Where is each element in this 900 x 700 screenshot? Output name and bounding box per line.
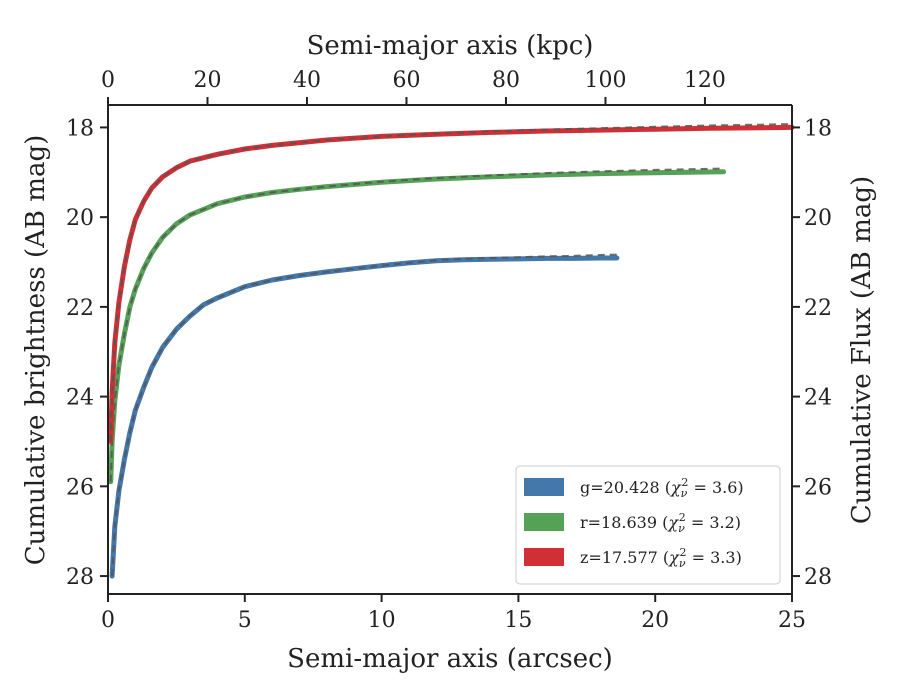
series-z-model — [109, 123, 793, 442]
legend-swatch — [524, 478, 564, 496]
series-g-model — [111, 253, 617, 577]
ticks-group: 0 5 10 15 20 25 0 20 40 60 80 100 120 18 18 20 20 22 22 24 2… — [66, 68, 832, 633]
x2-tick-label: 40 — [293, 68, 321, 93]
x-axis-title: Semi-major axis (arcsec) — [287, 644, 613, 674]
legend: g=20.428 (χν2 = 3.6) r=18.639 (χν2 = 3.2)… — [515, 465, 781, 585]
x-tick-label: 10 — [368, 608, 396, 633]
legend-label: r=18.639 (χν2 = 3.2) — [580, 511, 741, 535]
x2-tick-label: 60 — [392, 68, 420, 93]
y-axis-title: Cumulative brightness (AB mag) — [21, 135, 51, 566]
y-tick-label: 26 — [66, 475, 94, 500]
x-tick-label: 5 — [238, 608, 252, 633]
y-tick-label: 20 — [66, 206, 94, 231]
legend-swatch — [524, 513, 564, 531]
y2-tick-label: 22 — [804, 296, 832, 321]
y-tick-label: 22 — [66, 296, 94, 321]
x2-tick-label: 80 — [492, 68, 520, 93]
y2-tick-label: 24 — [804, 386, 832, 411]
plot-frame — [107, 104, 793, 595]
y2-tick-label: 26 — [804, 475, 832, 500]
y2-tick-label: 28 — [804, 565, 832, 590]
legend-box — [515, 465, 781, 585]
x-tick-label: 15 — [504, 608, 532, 633]
legend-label: z=17.577 (χν2 = 3.3) — [580, 546, 742, 570]
x-tick-label: 20 — [641, 608, 669, 633]
x2-tick-label: 20 — [193, 68, 221, 93]
curves-group — [108, 123, 795, 579]
x-tick-label: 0 — [101, 608, 115, 633]
series-r-band — [108, 169, 727, 485]
y-tick-label: 24 — [66, 386, 94, 411]
x-tick-label: 25 — [778, 608, 806, 633]
y-tick-label: 28 — [66, 565, 94, 590]
x2-tick-label: 100 — [584, 68, 626, 93]
y2-axis-title: Cumulative Flux (AB mag) — [847, 176, 877, 524]
x2-tick-label: 120 — [684, 68, 726, 93]
y2-tick-label: 18 — [804, 116, 832, 141]
y-tick-label: 18 — [66, 116, 94, 141]
x2-tick-label: 0 — [101, 68, 115, 93]
legend-swatch — [524, 548, 564, 566]
x2-axis-title: Semi-major axis (kpc) — [307, 31, 594, 61]
y2-tick-label: 20 — [804, 206, 832, 231]
series-r-model — [109, 167, 724, 482]
legend-label: g=20.428 (χν2 = 3.6) — [580, 476, 744, 500]
